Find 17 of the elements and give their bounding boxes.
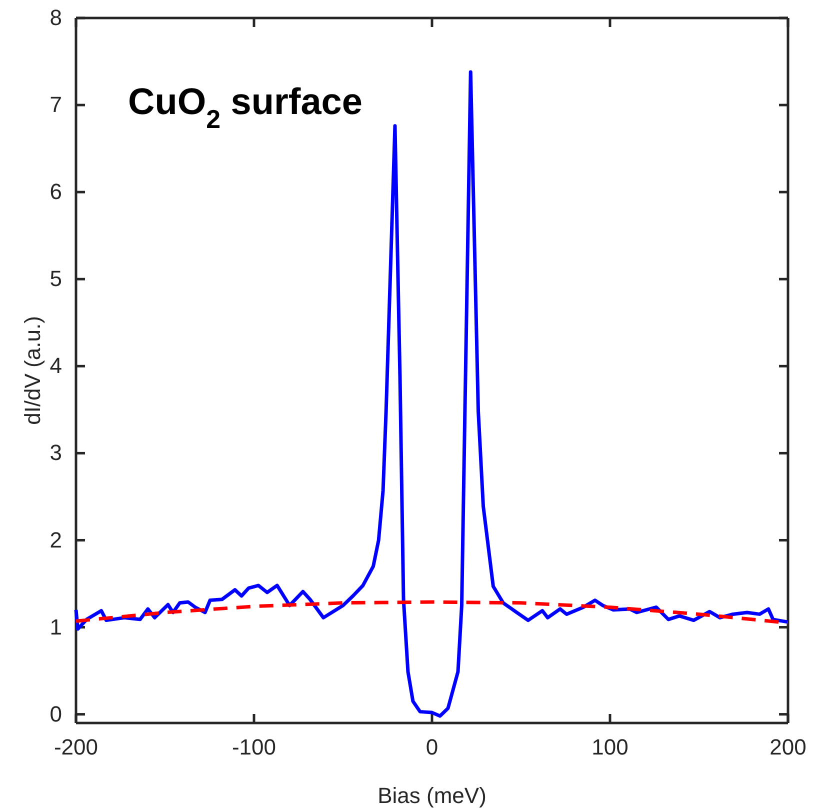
x-tick-label: -200: [54, 734, 98, 760]
x-tick-label: 0: [426, 734, 438, 760]
y-tick-label: 8: [50, 5, 62, 30]
annotation: CuO$_{2}$ surface: [128, 81, 362, 134]
y-tick-label: 2: [50, 527, 62, 552]
y-axis-title: dI/dV (a.u.): [20, 316, 45, 425]
x-tick-label: 100: [592, 734, 628, 760]
x-axis-title: Bias (meV): [378, 783, 486, 808]
y-tick-label: 3: [50, 440, 62, 466]
y-tick-label: 7: [50, 92, 62, 118]
y-tick-label: 4: [50, 353, 62, 378]
y-tick-label: 1: [50, 614, 62, 640]
y-tick-label: 0: [50, 701, 62, 726]
y-tick-label: 5: [50, 266, 62, 292]
x-tick-label: 200: [770, 734, 806, 760]
x-tick-label: -100: [232, 734, 276, 760]
y-tick-label: 6: [50, 179, 62, 204]
